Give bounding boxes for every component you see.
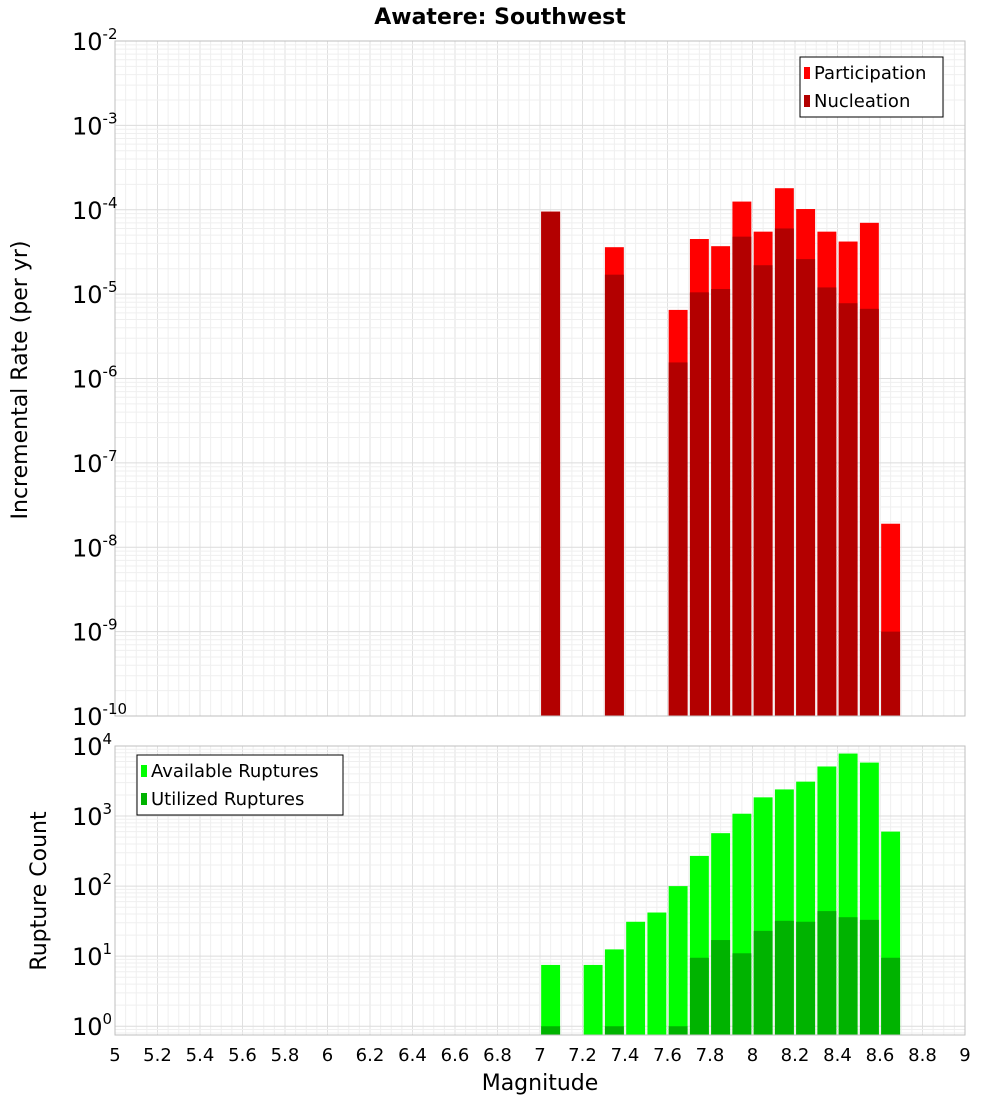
count-series-utilized-ruptures	[541, 911, 901, 1035]
rate-bar	[774, 228, 794, 716]
rate-bar	[881, 631, 901, 716]
x-tick-label: 8.8	[908, 1045, 937, 1066]
count-bar	[711, 940, 731, 1035]
rate-y-tick-label: 10-8	[72, 531, 118, 562]
rate-y-tick-label: 10-9	[72, 616, 118, 647]
x-tick-label: 8.4	[823, 1045, 852, 1066]
rate-series-nucleation	[541, 211, 901, 716]
rate-bar	[689, 292, 709, 716]
x-tick-label: 7.8	[696, 1045, 725, 1066]
x-tick-label: 6.2	[356, 1045, 385, 1066]
x-tick-label: 5.4	[186, 1045, 215, 1066]
count-bar	[732, 953, 752, 1035]
x-tick-label: 6	[322, 1045, 333, 1066]
count-bar	[796, 921, 816, 1035]
count-bar	[817, 911, 837, 1035]
x-tick-label: 5.6	[228, 1045, 257, 1066]
rate-bar	[796, 259, 816, 716]
x-tick-label: 8.2	[781, 1045, 810, 1066]
count-bar	[583, 964, 603, 1035]
x-tick-label: 6.6	[441, 1045, 470, 1066]
rate-bar	[838, 303, 858, 716]
x-tick-label: 7	[534, 1045, 545, 1066]
count-bar	[774, 920, 794, 1035]
count-y-tick-label: 100	[72, 1010, 112, 1041]
count-x-ticks: 5 5.2 5.4 5.6 5.8 6 6.2 6.4 6.6 6.8 7 7.2 7.4 7.6 7.8 8…	[109, 1045, 970, 1066]
count-bar	[626, 921, 646, 1035]
x-axis-label: Magnitude	[482, 1071, 599, 1096]
x-tick-label: 5.2	[143, 1045, 172, 1066]
rate-gridlines	[114, 41, 966, 717]
legend-entry: Nucleation	[814, 91, 910, 112]
rate-y-axis-label: Incremental Rate (per yr)	[8, 241, 33, 520]
rate-bar	[711, 289, 731, 716]
count-bar	[668, 1026, 688, 1035]
legend-entry: Participation	[814, 63, 926, 84]
count-bar	[541, 1026, 561, 1035]
rate-y-tick-label: 10-6	[72, 363, 118, 394]
count-y-tick-label: 104	[72, 730, 112, 761]
count-bar	[668, 886, 688, 1035]
x-tick-label: 9	[959, 1045, 970, 1066]
count-bar	[541, 964, 561, 1035]
count-bar	[647, 912, 667, 1035]
legend-entry: Available Ruptures	[151, 761, 319, 782]
x-tick-label: 7.4	[611, 1045, 640, 1066]
rate-y-tick-label: 10-10	[72, 700, 127, 731]
count-bar	[838, 917, 858, 1035]
count-y-tick-label: 102	[72, 870, 112, 901]
count-y-ticks: 104 103 102 101 100	[72, 730, 112, 1041]
legend-swatch	[804, 67, 810, 79]
count-plot-frame	[114, 745, 966, 1036]
rate-bar	[732, 236, 752, 716]
count-y-axis-label: Rupture Count	[27, 811, 52, 971]
x-tick-label: 8.6	[866, 1045, 895, 1066]
legend-swatch	[141, 765, 147, 777]
count-bar	[881, 957, 901, 1035]
rate-y-tick-label: 10-4	[72, 194, 118, 225]
count-bar	[604, 1026, 624, 1035]
x-tick-label: 5	[109, 1045, 120, 1066]
x-tick-label: 5.8	[271, 1045, 300, 1066]
rate-panel: 10-2 10-3 10-4 10-5 10-6 10-7 10-8 10-9 10-10 Par…	[72, 25, 966, 731]
rate-y-ticks: 10-2 10-3 10-4 10-5 10-6 10-7 10-8 10-9 10-10	[72, 25, 127, 731]
count-bar	[859, 919, 879, 1035]
rate-bar	[668, 362, 688, 716]
legend-swatch	[141, 793, 147, 805]
rate-y-tick-label: 10-2	[72, 25, 118, 56]
rate-legend: Participation Nucleation	[799, 56, 944, 118]
x-tick-label: 8	[747, 1045, 758, 1066]
count-bar	[604, 949, 624, 1035]
legend-swatch	[804, 95, 810, 107]
rate-bar	[859, 308, 879, 716]
count-bar	[753, 930, 773, 1035]
rate-plot-frame	[114, 40, 966, 717]
count-bar	[689, 957, 709, 1035]
legend-entry: Utilized Ruptures	[151, 789, 304, 810]
rate-y-tick-label: 10-7	[72, 447, 118, 478]
x-tick-label: 7.6	[653, 1045, 682, 1066]
x-tick-label: 6.8	[483, 1045, 512, 1066]
rate-bar	[541, 211, 561, 716]
x-tick-label: 7.2	[568, 1045, 597, 1066]
rate-y-tick-label: 10-3	[72, 109, 118, 140]
count-y-tick-label: 103	[72, 800, 112, 831]
x-tick-label: 6.4	[398, 1045, 427, 1066]
count-y-tick-label: 101	[72, 940, 112, 971]
count-legend: Available Ruptures Utilized Ruptures	[136, 754, 344, 816]
rate-bar	[817, 287, 837, 716]
rate-y-tick-label: 10-5	[72, 278, 118, 309]
rate-bar	[753, 265, 773, 716]
chart-title: Awatere: Southwest	[374, 5, 626, 30]
count-panel: 104 103 102 101 100 5 5.2 5.4 5.6 5.8 6 6.2 6.4 6.6 6.…	[72, 730, 971, 1066]
rate-bar	[604, 274, 624, 716]
